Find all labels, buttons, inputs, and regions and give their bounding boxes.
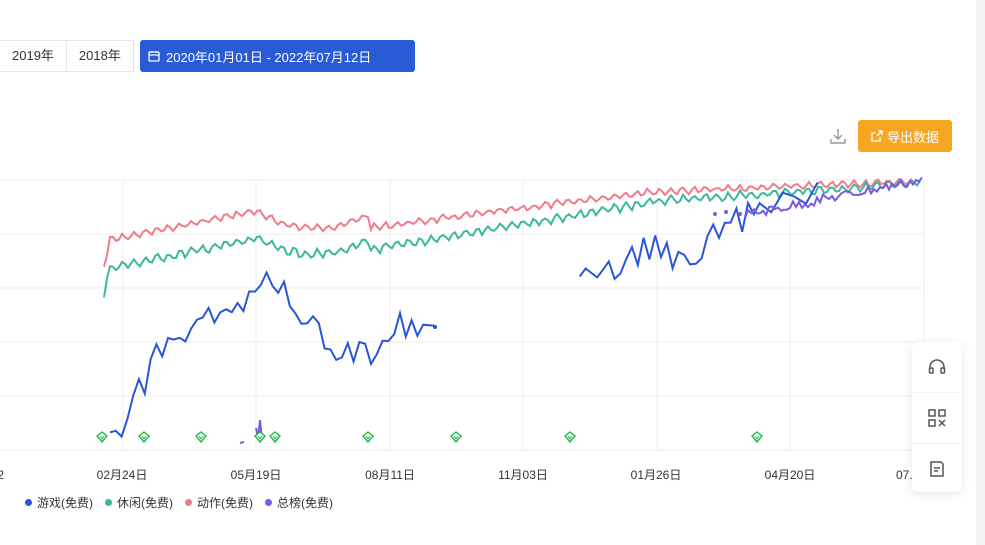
- event-marker-shape: [99, 435, 105, 440]
- floating-tool-panel: [912, 342, 962, 492]
- external-link-icon: [871, 130, 883, 142]
- x-tick-label: 07.: [896, 468, 913, 482]
- legend-dot: [185, 499, 192, 506]
- customer-service-button[interactable]: [912, 342, 962, 393]
- event-marker-shape: [567, 435, 573, 440]
- export-data-label: 导出数据: [886, 129, 939, 145]
- legend-dot: [105, 499, 112, 506]
- legend-label: 总榜(免费): [277, 496, 333, 510]
- x-tick-label: 11月03日: [498, 468, 548, 482]
- headset-icon: [928, 359, 946, 374]
- series-point-total: [724, 210, 728, 214]
- year-button-2019[interactable]: 2019年: [0, 40, 67, 72]
- legend-dot: [265, 499, 272, 506]
- event-marker-shape: [254, 431, 266, 444]
- year-button-group: 2019年 2018年: [0, 40, 134, 72]
- calendar-icon: [148, 51, 160, 62]
- event-marker-shape: [269, 431, 281, 444]
- legend-label: 动作(免费): [197, 496, 253, 510]
- event-marker-icon: [269, 431, 281, 444]
- event-marker-shape: [754, 435, 760, 440]
- page-scroll-gutter: [976, 0, 985, 545]
- x-tick-label: 05月19日: [231, 468, 282, 482]
- series-line-game: [109, 270, 435, 439]
- qr-code-button[interactable]: [912, 393, 962, 444]
- chart-event-markers: [96, 431, 763, 444]
- event-marker-icon: [450, 431, 462, 444]
- legend-dot: [25, 499, 32, 506]
- event-marker-shape: [450, 431, 462, 444]
- event-marker-icon: [564, 431, 576, 444]
- qr-code-icon: [928, 409, 946, 427]
- x-axis-labels: 02月24日 05月19日 08月11日 11月03日 01月26日 04月20日 2 07.: [0, 468, 913, 482]
- x-tick-label: 04月20日: [765, 468, 816, 482]
- event-marker-shape: [195, 431, 207, 444]
- event-marker-icon: [362, 431, 374, 444]
- chart-grid: [0, 179, 925, 451]
- event-marker-icon: [96, 431, 108, 444]
- event-marker-shape: [141, 435, 147, 440]
- export-data-button[interactable]: 导出数据: [858, 120, 952, 152]
- legend-item-game[interactable]: 游戏(免费): [25, 494, 93, 511]
- edit-note-icon: [930, 461, 944, 477]
- event-marker-shape: [365, 435, 371, 440]
- chart-legend: 游戏(免费) 休闲(免费) 动作(免费) 总榜(免费): [25, 494, 345, 511]
- event-marker-shape: [96, 431, 108, 444]
- legend-item-total[interactable]: 总榜(免费): [265, 494, 333, 511]
- event-marker-shape: [751, 431, 763, 444]
- x-tick-label: 01月26日: [631, 468, 682, 482]
- year-button-2018[interactable]: 2018年: [66, 40, 134, 72]
- event-marker-shape: [257, 435, 263, 440]
- legend-label: 休闲(免费): [117, 496, 173, 510]
- event-marker-shape: [198, 435, 204, 440]
- event-marker-icon: [195, 431, 207, 444]
- series-line-total: [744, 176, 923, 219]
- legend-item-action[interactable]: 动作(免费): [185, 494, 253, 511]
- series-line-game: [578, 182, 819, 281]
- event-marker-shape: [272, 435, 278, 440]
- series-line-total: [239, 419, 263, 444]
- x-tick-label: 2: [0, 468, 4, 482]
- legend-item-casual[interactable]: 休闲(免费): [105, 494, 173, 511]
- event-marker-icon: [254, 431, 266, 444]
- ranking-trend-chart: 02月24日 05月19日 08月11日 11月03日 01月26日 04月20日 2 07.: [0, 176, 925, 482]
- series-point-total: [738, 212, 742, 216]
- x-tick-label: 02月24日: [97, 468, 148, 482]
- series-point-game: [433, 325, 437, 329]
- chart-series: [103, 176, 923, 444]
- event-marker-shape: [138, 431, 150, 444]
- date-range-label: 2020年01月01日 - 2022年07月12日: [166, 49, 372, 65]
- event-marker-shape: [453, 435, 459, 440]
- series-line-casual: [103, 178, 921, 298]
- legend-label: 游戏(免费): [37, 496, 93, 510]
- event-marker-icon: [751, 431, 763, 444]
- series-point-total: [713, 212, 717, 216]
- x-tick-label: 08月11日: [365, 468, 415, 482]
- series-line-action: [103, 177, 921, 267]
- download-icon[interactable]: [828, 126, 848, 146]
- feedback-button[interactable]: [912, 444, 962, 494]
- event-marker-shape: [564, 431, 576, 444]
- event-marker-icon: [138, 431, 150, 444]
- event-marker-shape: [362, 431, 374, 444]
- date-range-picker[interactable]: 2020年01月01日 - 2022年07月12日: [140, 40, 415, 72]
